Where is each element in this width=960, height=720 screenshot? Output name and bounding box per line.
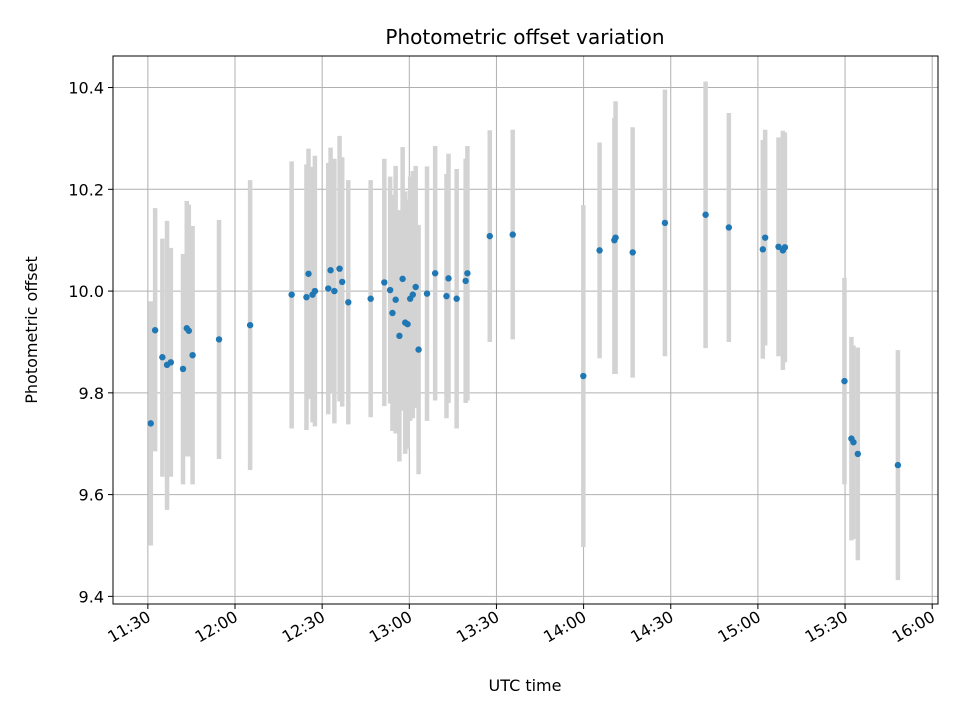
data-point bbox=[288, 291, 295, 298]
data-point bbox=[381, 279, 388, 286]
data-point bbox=[486, 232, 493, 240]
data-point bbox=[423, 290, 431, 297]
data-point bbox=[443, 292, 450, 300]
axes-frame bbox=[112, 55, 939, 605]
data-point bbox=[761, 234, 769, 241]
data-point bbox=[246, 321, 254, 329]
data-point bbox=[392, 296, 399, 303]
y-tick-label: 9.6 bbox=[79, 486, 104, 505]
data-point bbox=[345, 299, 352, 306]
data-point bbox=[305, 270, 312, 277]
data-point bbox=[445, 275, 452, 282]
data-point bbox=[415, 346, 422, 353]
data-point bbox=[338, 278, 346, 286]
data-point bbox=[841, 377, 848, 385]
data-point bbox=[412, 283, 419, 291]
data-point bbox=[159, 354, 166, 361]
data-point bbox=[325, 285, 332, 292]
data-point bbox=[389, 309, 396, 317]
y-axis-label: Photometric offset bbox=[22, 256, 41, 404]
data-point bbox=[185, 327, 193, 334]
data-point bbox=[311, 287, 319, 295]
data-point bbox=[580, 372, 587, 380]
data-points bbox=[147, 211, 902, 469]
y-axis-ticks: 9.4 9.6 9.8 10.0 10.2 10.4 bbox=[68, 79, 113, 606]
data-point bbox=[331, 287, 338, 295]
y-tick-label: 9.4 bbox=[79, 587, 104, 606]
data-point bbox=[167, 359, 175, 366]
chart-title: Photometric offset variation bbox=[385, 25, 664, 49]
data-point bbox=[775, 243, 782, 251]
x-axis-label: UTC time bbox=[489, 676, 562, 695]
data-point bbox=[303, 293, 310, 301]
data-point bbox=[179, 365, 187, 373]
data-point bbox=[409, 291, 416, 298]
data-point bbox=[404, 320, 411, 328]
data-point bbox=[396, 332, 403, 340]
data-point bbox=[215, 336, 223, 343]
data-point bbox=[854, 450, 862, 458]
grid-lines bbox=[113, 56, 938, 604]
data-point bbox=[367, 295, 374, 302]
y-tick-label: 10.0 bbox=[68, 282, 104, 301]
data-point bbox=[453, 295, 460, 302]
data-point bbox=[464, 270, 471, 277]
data-point bbox=[596, 247, 603, 254]
y-tick-label: 9.8 bbox=[79, 384, 104, 403]
data-point bbox=[431, 270, 439, 277]
data-point bbox=[327, 267, 334, 274]
data-point bbox=[894, 461, 902, 469]
data-point bbox=[151, 327, 159, 334]
data-point bbox=[189, 351, 196, 359]
y-tick-label: 10.4 bbox=[68, 79, 104, 98]
data-point bbox=[850, 438, 857, 446]
data-point bbox=[462, 277, 469, 285]
data-point bbox=[661, 219, 669, 227]
data-point bbox=[702, 211, 709, 218]
data-point bbox=[781, 244, 789, 251]
data-point bbox=[336, 265, 343, 272]
data-point bbox=[147, 420, 154, 427]
data-point bbox=[612, 234, 619, 241]
data-point bbox=[759, 246, 767, 253]
data-point bbox=[725, 224, 733, 231]
data-point bbox=[386, 286, 394, 294]
y-tick-label: 10.2 bbox=[68, 180, 104, 199]
data-point bbox=[509, 231, 516, 238]
data-point bbox=[399, 275, 406, 283]
data-point bbox=[629, 249, 636, 256]
